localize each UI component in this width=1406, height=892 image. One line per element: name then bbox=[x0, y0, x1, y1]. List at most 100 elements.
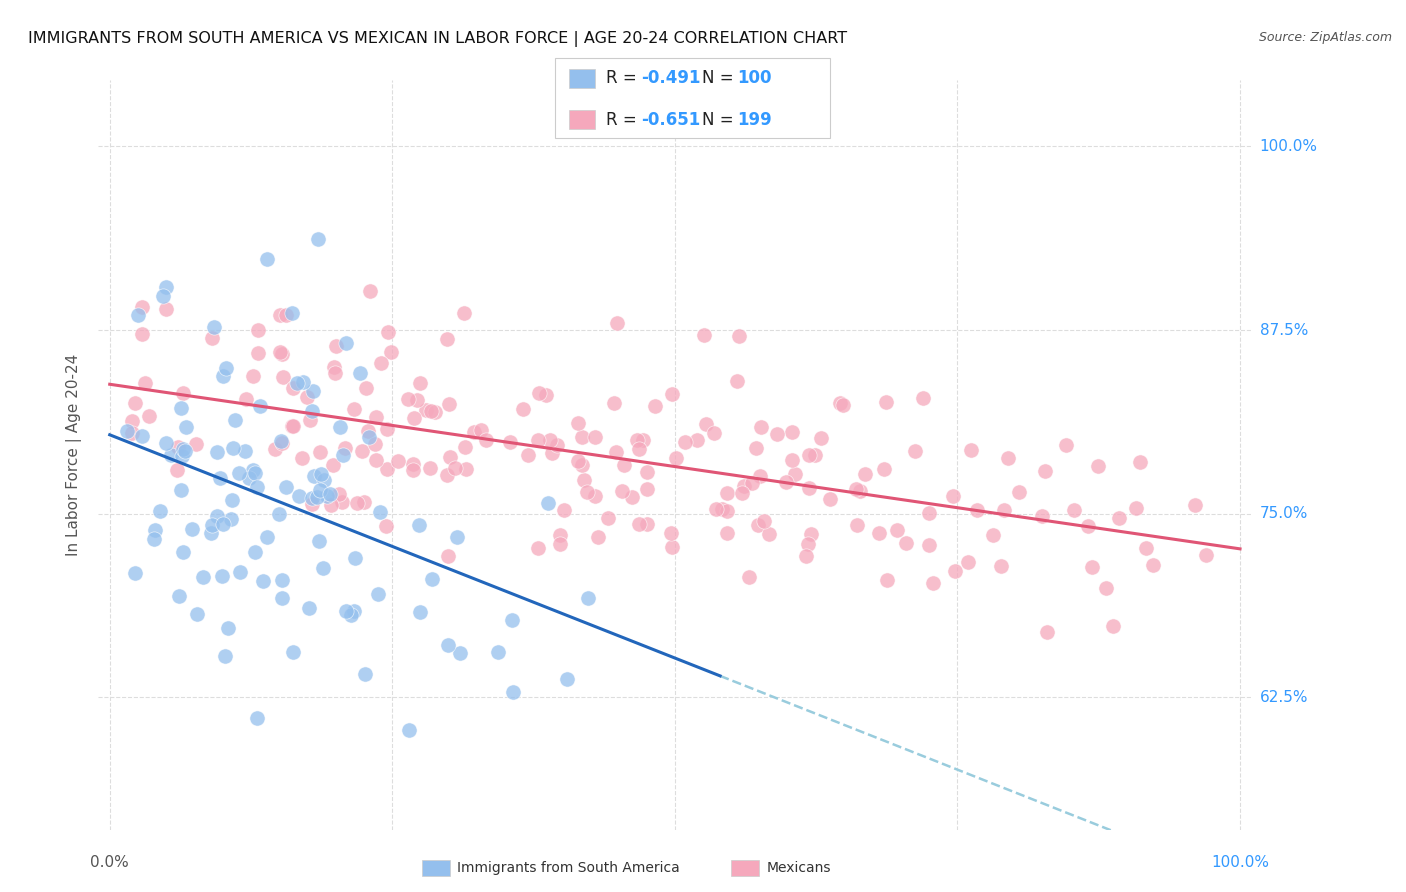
Point bbox=[155, 301, 177, 316]
Point bbox=[960, 443, 983, 458]
Point bbox=[152, 288, 174, 302]
Point bbox=[780, 452, 803, 467]
Point bbox=[398, 723, 420, 738]
Point bbox=[704, 502, 727, 516]
Point bbox=[818, 491, 841, 506]
Point bbox=[315, 489, 337, 503]
Point bbox=[800, 527, 823, 541]
Text: 100.0%: 100.0% bbox=[1260, 139, 1317, 154]
Point bbox=[228, 467, 250, 481]
Point bbox=[1129, 455, 1152, 469]
Point bbox=[725, 375, 748, 389]
Point bbox=[191, 570, 214, 584]
Point bbox=[894, 535, 917, 549]
Point bbox=[301, 404, 323, 418]
Point bbox=[585, 430, 607, 444]
Point bbox=[553, 502, 575, 516]
Point bbox=[312, 473, 335, 487]
Point bbox=[131, 429, 153, 443]
Point bbox=[644, 399, 666, 413]
Point bbox=[1077, 518, 1099, 533]
Point bbox=[354, 667, 377, 681]
Point bbox=[166, 463, 188, 477]
Point bbox=[302, 469, 325, 483]
Point bbox=[155, 279, 177, 293]
Point bbox=[377, 326, 399, 340]
Point bbox=[332, 448, 354, 462]
Point bbox=[849, 484, 872, 499]
Point bbox=[335, 335, 357, 350]
Point bbox=[716, 504, 738, 518]
Point bbox=[810, 432, 832, 446]
Point bbox=[269, 507, 291, 521]
Text: R =: R = bbox=[606, 70, 643, 87]
Point bbox=[775, 475, 797, 489]
Point bbox=[301, 497, 323, 511]
Point bbox=[613, 458, 636, 472]
Point bbox=[1063, 503, 1085, 517]
Point bbox=[758, 526, 780, 541]
Point bbox=[214, 649, 236, 664]
Point bbox=[444, 460, 467, 475]
Text: IMMIGRANTS FROM SOUTH AMERICA VS MEXICAN IN LABOR FORCE | AGE 20-24 CORRELATION : IMMIGRANTS FROM SOUTH AMERICA VS MEXICAN… bbox=[28, 31, 848, 47]
Text: Mexicans: Mexicans bbox=[766, 861, 831, 875]
Point bbox=[661, 541, 683, 555]
Point bbox=[298, 412, 321, 426]
Point bbox=[470, 423, 492, 437]
Point bbox=[1184, 498, 1206, 512]
Point bbox=[567, 416, 589, 430]
Point bbox=[942, 488, 965, 502]
Point bbox=[172, 442, 194, 456]
Point bbox=[730, 486, 752, 500]
Point bbox=[537, 496, 560, 510]
Point bbox=[312, 560, 335, 574]
Text: 75.0%: 75.0% bbox=[1260, 506, 1308, 521]
Point bbox=[534, 388, 557, 402]
Text: 0.0%: 0.0% bbox=[90, 855, 129, 870]
Point bbox=[665, 451, 688, 466]
Point bbox=[661, 387, 683, 401]
Point bbox=[243, 544, 266, 558]
Point bbox=[659, 526, 682, 541]
Point bbox=[1087, 459, 1109, 474]
Point bbox=[319, 498, 342, 512]
Point bbox=[309, 467, 332, 481]
Point bbox=[454, 441, 477, 455]
Point bbox=[124, 396, 146, 410]
Text: N =: N = bbox=[702, 111, 738, 128]
Point bbox=[747, 518, 769, 533]
Point bbox=[868, 525, 890, 540]
Point bbox=[918, 506, 941, 520]
Point bbox=[1195, 548, 1218, 562]
Point bbox=[527, 386, 550, 401]
Point bbox=[333, 442, 356, 456]
Point bbox=[138, 409, 160, 424]
Point bbox=[794, 549, 817, 563]
Point bbox=[308, 445, 330, 459]
Point bbox=[211, 517, 233, 532]
Point bbox=[463, 425, 485, 440]
Point bbox=[673, 434, 696, 449]
Point bbox=[741, 476, 763, 491]
Point bbox=[302, 384, 325, 398]
Point bbox=[330, 495, 353, 509]
Point bbox=[401, 457, 423, 471]
Point bbox=[628, 442, 651, 457]
Point bbox=[439, 450, 461, 464]
Point bbox=[219, 512, 242, 526]
Point bbox=[415, 402, 437, 417]
Point bbox=[368, 505, 391, 519]
Point bbox=[797, 448, 820, 462]
Point bbox=[283, 418, 305, 433]
Text: 100: 100 bbox=[737, 70, 772, 87]
Point bbox=[610, 484, 633, 499]
Point bbox=[127, 308, 149, 322]
Point bbox=[291, 451, 314, 466]
Point bbox=[235, 392, 257, 407]
Point bbox=[211, 568, 233, 582]
Point bbox=[217, 621, 239, 635]
Text: R =: R = bbox=[606, 111, 643, 128]
Point bbox=[121, 425, 143, 440]
Point bbox=[1108, 511, 1130, 525]
Point bbox=[281, 305, 304, 319]
